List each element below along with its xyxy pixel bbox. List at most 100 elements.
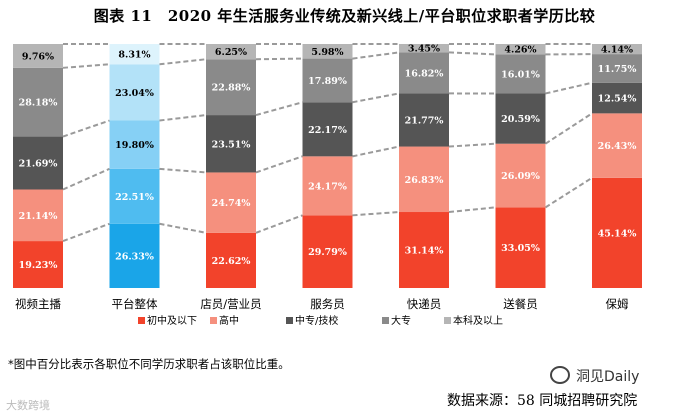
data-label: 26.33% (115, 251, 154, 262)
bar-segment (13, 136, 63, 190)
bar-segment (399, 52, 449, 94)
corner-watermark: 大数跨境 (6, 397, 50, 413)
category-label: 送餐员 (503, 297, 538, 311)
connector-line (448, 51, 496, 56)
bar-segment (206, 232, 256, 288)
legend-label: 中专/技校 (295, 314, 338, 327)
wechat-icon (550, 366, 570, 384)
data-source: 数据来源：58 同城招聘研究院 (447, 393, 638, 409)
connector-line (352, 145, 400, 158)
bar-segment (302, 156, 353, 216)
legend-label: 本科及以上 (453, 314, 503, 327)
bar-segment (109, 64, 160, 121)
category-label: 快递员 (407, 297, 442, 311)
data-label: 9.76% (22, 51, 54, 62)
bar-segment (109, 120, 160, 169)
bar-segment (302, 58, 353, 103)
connector-line (159, 222, 207, 234)
watermark-text: 洞见Daily (576, 369, 640, 385)
bar-segment (399, 212, 449, 288)
bar-segment (592, 113, 642, 178)
data-label: 16.82% (405, 68, 444, 79)
data-label: 21.14% (19, 211, 58, 222)
data-label: 4.26% (504, 45, 536, 56)
data-label: 26.43% (598, 141, 637, 152)
bar-segment (13, 241, 63, 288)
connector-line (544, 177, 593, 209)
data-label: 17.89% (308, 76, 347, 87)
data-label: 22.88% (212, 83, 251, 94)
connector-lines (62, 42, 593, 243)
connector-line (62, 222, 110, 243)
connector-line (159, 114, 207, 122)
legend-label: 高中 (219, 314, 239, 327)
bar-segment (495, 44, 546, 55)
data-label: 5.98% (311, 47, 343, 58)
category-label: 保姆 (606, 297, 629, 311)
chart-title: 图表 11 2020 年生活服务业传统及新兴线上/平台职位求职者学历比较 (93, 7, 596, 25)
bar-segment (495, 54, 546, 94)
data-label: 45.14% (598, 228, 637, 239)
bar-segment (109, 168, 160, 224)
bar-segment (399, 146, 449, 213)
bar-segment (13, 44, 63, 68)
bar-segment (592, 82, 642, 114)
connector-line (159, 58, 207, 66)
data-label: 22.17% (308, 125, 347, 136)
legend-swatch (444, 317, 451, 324)
connector-line (62, 119, 110, 138)
bar-segment (206, 172, 256, 233)
data-label: 26.09% (501, 171, 540, 182)
bar-segment (592, 177, 642, 288)
connector-line (352, 51, 400, 60)
data-label: 23.04% (115, 88, 154, 99)
connector-line (159, 167, 207, 174)
connector-line (255, 101, 303, 117)
category-axis-labels: 视频主播 平台整体 店员/营业员 服务员 快递员 送餐员 保姆 (15, 297, 629, 311)
category-label: 平台整体 (112, 297, 158, 311)
data-label: 3.45% (408, 44, 440, 55)
bar-segment (109, 44, 160, 65)
bar-segment (13, 67, 63, 137)
bar-segment (399, 43, 449, 53)
data-label: 33.05% (501, 243, 540, 254)
data-label: 19.23% (19, 260, 58, 271)
bar-segment (495, 143, 546, 208)
data-label: 22.62% (212, 256, 251, 267)
data-label: 16.01% (501, 69, 540, 80)
legend-swatch (138, 317, 145, 324)
connector-line (352, 92, 400, 104)
bar-segment (206, 59, 256, 116)
bar-segment (302, 44, 353, 59)
data-label: 29.79% (308, 247, 347, 258)
data-label: 21.77% (405, 115, 444, 126)
connector-line (62, 167, 110, 191)
bar-segment (302, 102, 353, 157)
legend-swatch (382, 317, 389, 324)
connector-line (448, 142, 496, 148)
data-label: 28.18% (19, 98, 58, 109)
legend-label: 大专 (391, 314, 411, 327)
bar-segment (592, 44, 642, 55)
legend-swatch (286, 317, 293, 324)
data-label: 22.51% (115, 192, 154, 203)
watermark: 洞见Daily (550, 366, 639, 386)
legend: 初中及以下 高中 中专/技校 大专 本科及以上 (138, 314, 503, 327)
data-label: 11.75% (598, 64, 637, 75)
connector-line (255, 155, 303, 174)
bar-group (13, 43, 642, 288)
data-label: 8.31% (118, 50, 150, 61)
bar-segment (495, 207, 546, 288)
bar-segment (206, 44, 256, 60)
connector-line (448, 206, 496, 214)
data-label: 21.69% (19, 159, 58, 170)
connector-line (545, 81, 593, 95)
bar-segment (495, 93, 546, 144)
category-label: 视频主播 (15, 297, 61, 311)
data-label: 4.14% (601, 45, 633, 56)
corner-mark-text: 大数跨境 (6, 399, 50, 412)
bar-segment (13, 189, 63, 242)
bar-segment (399, 93, 449, 147)
data-label: 19.80% (115, 140, 154, 151)
